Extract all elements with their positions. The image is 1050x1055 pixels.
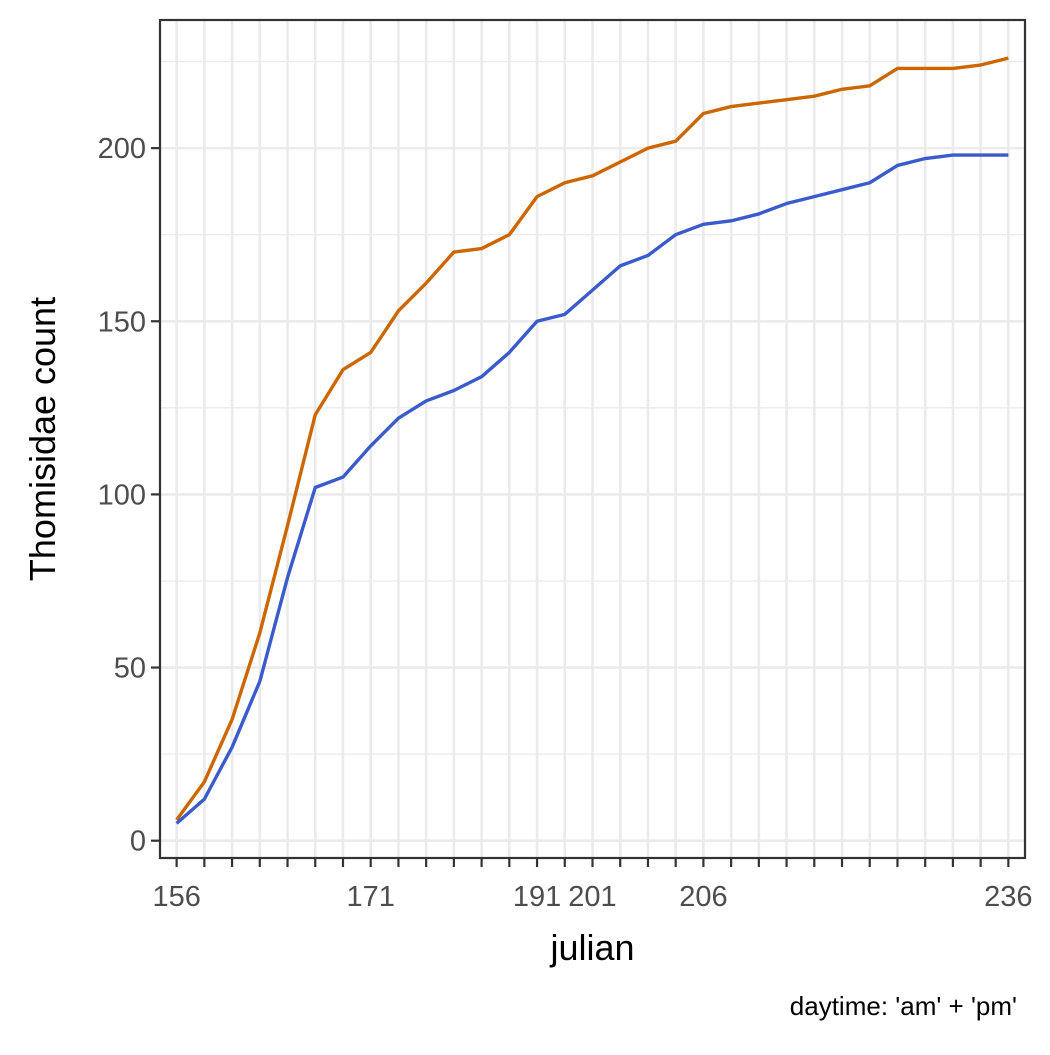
- x-tick-label: 206: [679, 881, 727, 913]
- y-tick-label: 150: [98, 306, 146, 338]
- x-axis-title: julian: [549, 927, 634, 968]
- axes: 0 50 100 150 200 156 171 191 201 206 236: [98, 133, 1033, 913]
- series-line-2: [175, 153, 1009, 825]
- y-tick-label: 100: [98, 479, 146, 511]
- x-tick-label: 156: [152, 881, 200, 913]
- chart-caption: daytime: 'am' + 'pm': [790, 991, 1017, 1021]
- grid: [160, 20, 1025, 858]
- y-tick-label: 0: [130, 826, 146, 858]
- y-axis-title: Thomisidae count: [22, 297, 63, 581]
- x-tick-label: 236: [984, 881, 1032, 913]
- x-tick-label: 191: [513, 881, 561, 913]
- series-line-1: [175, 56, 1009, 821]
- y-tick-label: 50: [114, 653, 146, 685]
- x-tick-label: 201: [568, 881, 616, 913]
- y-tick-label: 200: [98, 133, 146, 165]
- x-tick-label: 171: [347, 881, 395, 913]
- series-lines: [175, 56, 1009, 825]
